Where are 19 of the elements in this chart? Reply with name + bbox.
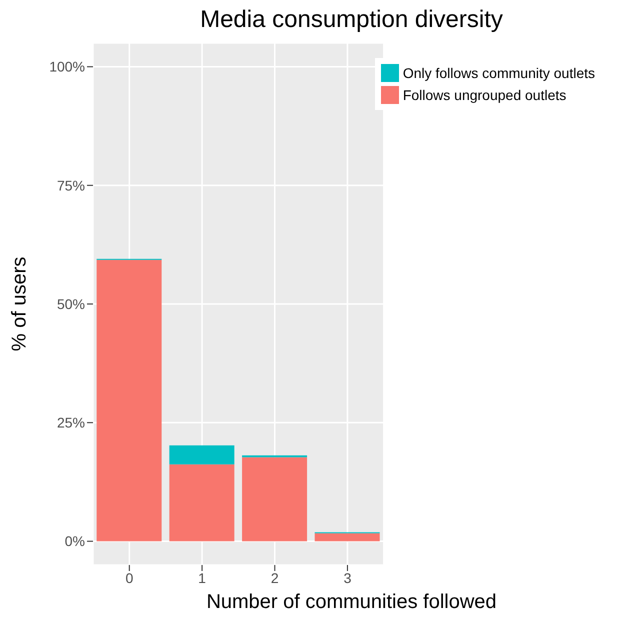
bar (96, 260, 162, 542)
x-tick-label: 1 (198, 570, 206, 586)
chart-title: Media consumption diversity (199, 6, 504, 34)
y-axis-title: % of users (8, 256, 32, 352)
y-tick-label: 100% (49, 58, 85, 75)
bar (242, 457, 308, 542)
x-tick-label: 2 (270, 570, 279, 586)
x-tick-label: 0 (125, 570, 134, 586)
bar (169, 464, 234, 542)
x-axis-title: Number of communities followed (205, 590, 498, 614)
bar (169, 445, 234, 464)
bar (314, 533, 380, 542)
x-tick-label: 3 (344, 570, 352, 586)
y-tick-label: 50% (56, 296, 85, 312)
y-tick-label: 0% (64, 533, 85, 550)
y-tick-label: 25% (56, 414, 85, 431)
legend-label: Follows ungrouped outlets (402, 87, 566, 103)
y-tick-label: 75% (56, 177, 85, 194)
legend-label: Only follows community outlets (402, 65, 595, 81)
